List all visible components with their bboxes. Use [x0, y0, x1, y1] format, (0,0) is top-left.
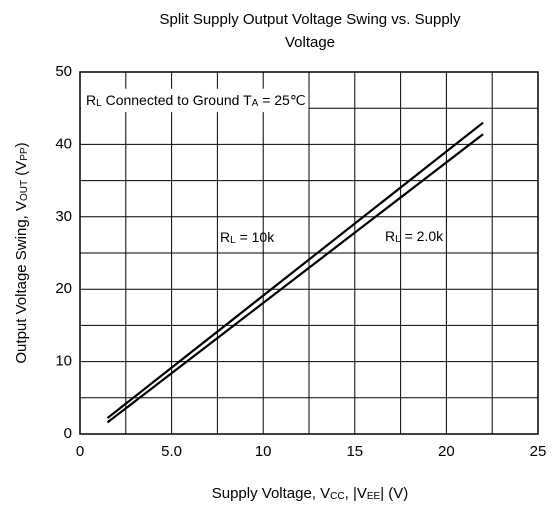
- series-label: RL = 2.0k: [385, 228, 444, 245]
- y-tick-label: 10: [55, 353, 72, 370]
- x-tick-label: 15: [346, 443, 363, 460]
- y-tick-label: 30: [55, 208, 72, 225]
- annotation-part: Connected to Ground T: [102, 92, 252, 108]
- data-line: [106, 133, 484, 424]
- x-tick-label: 25: [530, 443, 547, 460]
- x-axis-label-sub: CC: [330, 491, 344, 502]
- y-axis-label-sub: OUT: [19, 180, 30, 201]
- series-label-part: R: [385, 228, 395, 244]
- x-axis-label-part: , |V: [345, 485, 367, 502]
- y-axis-label-part: (V: [13, 161, 30, 180]
- series-label-sub: L: [395, 234, 401, 245]
- series-label: RL = 10k: [220, 229, 275, 246]
- chart-title: Split Supply Output Voltage Swing vs. Su…: [159, 11, 461, 28]
- annotation: RL Connected to Ground TA = 25℃: [86, 92, 306, 109]
- x-tick-label: 5.0: [161, 443, 182, 460]
- y-tick-label: 20: [55, 280, 72, 297]
- x-axis-label: Supply Voltage, VCC, |VEE| (V): [212, 485, 409, 502]
- y-axis-label: Output Voltage Swing, VOUT (VPP): [13, 142, 30, 363]
- annotation-part: = 25℃: [258, 92, 305, 108]
- annotation-background: [81, 88, 309, 113]
- y-axis-label-sub: PP: [19, 147, 30, 161]
- x-tick-label: 10: [255, 443, 272, 460]
- x-tick-label: 0: [76, 443, 84, 460]
- series-label-part: R: [220, 229, 230, 245]
- y-tick-label: 0: [64, 425, 72, 442]
- annotation-part: R: [86, 92, 96, 108]
- chart-title: Voltage: [285, 34, 335, 51]
- x-axis-label-part: | (V): [380, 485, 408, 502]
- series-label-part: = 2.0k: [401, 228, 444, 244]
- annotation-sub: A: [252, 98, 259, 109]
- y-tick-label: 50: [55, 63, 72, 80]
- data-line: [106, 121, 484, 419]
- y-axis-label-part: Output Voltage Swing, V: [13, 201, 30, 364]
- series-label-part: = 10k: [236, 229, 276, 245]
- x-axis-label-part: Supply Voltage, V: [212, 485, 330, 502]
- y-tick-label: 40: [55, 135, 72, 152]
- plot-frame: [79, 71, 539, 435]
- y-axis-label-part: ): [13, 142, 30, 147]
- x-axis-label-sub: EE: [367, 491, 381, 502]
- x-tick-label: 20: [438, 443, 455, 460]
- series-label-sub: L: [230, 235, 236, 246]
- annotation-sub: L: [96, 98, 102, 109]
